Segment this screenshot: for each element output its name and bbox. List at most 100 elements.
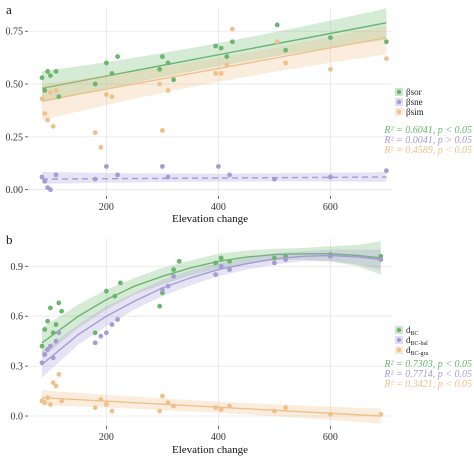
data-point (160, 164, 165, 169)
data-point (165, 174, 171, 180)
data-point (48, 73, 53, 78)
data-point (104, 330, 109, 336)
data-point (59, 398, 64, 404)
data-point (165, 283, 171, 289)
legend-marker (396, 327, 402, 333)
data-point (283, 60, 288, 66)
data-point (48, 402, 53, 407)
data-point (104, 164, 109, 169)
fit-line (41, 22, 387, 89)
plot-area (28, 238, 392, 426)
stat-label: R² = 0.7714, p < 0.05 (383, 369, 472, 380)
y-tick-label: 0.0 (11, 412, 24, 423)
data-point (42, 327, 48, 332)
data-point (50, 355, 56, 361)
data-point (45, 69, 50, 74)
data-point (378, 412, 384, 417)
data-point (92, 405, 98, 411)
y-tick-label: 0.00 (6, 185, 24, 196)
legend-label: βsne (406, 97, 423, 107)
data-point (176, 258, 182, 264)
legend-marker (396, 89, 402, 95)
data-point (109, 408, 115, 414)
data-point (115, 54, 120, 59)
data-point (171, 273, 177, 279)
data-point (104, 92, 109, 97)
data-point (109, 94, 115, 100)
data-point (42, 88, 48, 93)
data-point (283, 257, 288, 262)
data-point (39, 343, 45, 349)
data-point (98, 397, 104, 402)
data-point (59, 308, 64, 314)
fit-line (41, 397, 381, 417)
x-tick-label: 600 (323, 202, 338, 213)
data-point (227, 172, 233, 178)
data-point (50, 123, 56, 129)
data-point (92, 176, 98, 182)
data-point (283, 253, 288, 259)
x-tick-label: 400 (211, 202, 226, 213)
data-point (272, 255, 277, 261)
data-point (328, 66, 333, 72)
data-point (213, 405, 219, 411)
data-point (104, 402, 109, 407)
data-point (92, 130, 98, 136)
legend-marker (396, 109, 402, 115)
panel-letter: a (6, 2, 12, 17)
data-point (213, 272, 219, 277)
y-tick-label: 0.9 (11, 262, 24, 273)
x-tick-label: 200 (99, 432, 114, 443)
data-point (50, 330, 56, 336)
data-point (53, 69, 59, 74)
panel-letter: b (6, 232, 13, 247)
y-tick-label: 0.50 (6, 80, 24, 91)
data-point (157, 66, 163, 72)
data-point (160, 128, 165, 133)
data-point (274, 22, 280, 28)
data-point (230, 39, 235, 45)
data-point (171, 403, 177, 409)
data-point (109, 71, 115, 76)
data-point (227, 403, 233, 409)
fit-line (41, 36, 387, 102)
data-point (328, 174, 333, 180)
data-point (328, 412, 333, 417)
data-point (328, 253, 333, 259)
data-point (160, 290, 165, 296)
data-point (283, 47, 288, 53)
data-point (45, 318, 50, 324)
data-point (160, 287, 165, 292)
stat-label: R² = 0.7303, p < 0.05 (383, 359, 472, 370)
y-tick-label: 0.25 (6, 132, 24, 143)
data-point (39, 75, 45, 81)
y-tick-label: 0.3 (11, 362, 24, 373)
data-point (213, 71, 219, 76)
y-tick-label: 0.6 (11, 312, 24, 323)
data-point (42, 178, 48, 184)
data-point (118, 280, 123, 286)
data-point (112, 293, 118, 299)
x-axis-label: Elevation change (172, 213, 248, 225)
data-point (378, 257, 384, 262)
data-point (53, 88, 59, 93)
data-point (227, 258, 233, 264)
data-point (48, 343, 53, 349)
data-point (53, 383, 59, 389)
data-point (213, 43, 219, 49)
data-point (218, 255, 224, 261)
data-point (218, 45, 224, 51)
data-point (56, 372, 62, 377)
data-point (157, 81, 163, 87)
data-point (115, 317, 120, 322)
data-point (98, 145, 104, 150)
data-point (216, 164, 221, 169)
x-tick-label: 200 (99, 202, 114, 213)
data-point (56, 94, 62, 100)
data-point (218, 407, 224, 412)
data-point (171, 77, 177, 83)
legend-label: βsim (406, 107, 424, 117)
